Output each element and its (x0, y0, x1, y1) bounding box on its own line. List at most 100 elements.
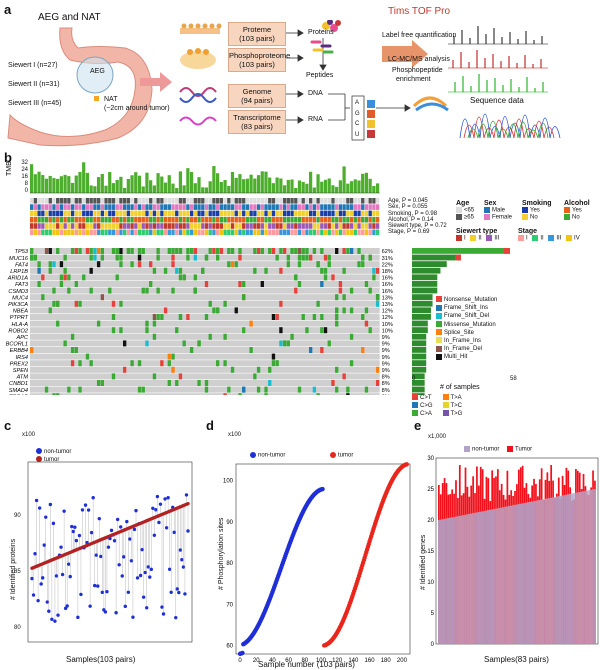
nontumor-bar (576, 492, 579, 644)
mutation-cell (361, 254, 365, 261)
mutation-cell (152, 267, 157, 274)
gene-label: LRP1B (10, 269, 28, 275)
clinical-cell (160, 223, 164, 229)
clinical-cell (96, 198, 101, 204)
clinical-cell (160, 216, 164, 223)
nontumor-bar (458, 515, 461, 644)
legend-stage: Stage I II III IV (518, 228, 580, 242)
clinical-cell (178, 229, 183, 236)
clinical-cell (30, 229, 34, 236)
tmb-bar (163, 182, 168, 193)
clinical-cell (41, 223, 45, 229)
tmb-bar (216, 173, 220, 193)
clinical-cell (134, 210, 138, 217)
clinical-cell (256, 216, 261, 223)
clinical-cell (115, 229, 119, 236)
samples-axis-max: 58 (510, 376, 517, 382)
mutation-cell (368, 254, 372, 261)
gene-pct: 31% (382, 256, 393, 262)
clinical-cell (189, 223, 194, 229)
mutation-cell (70, 248, 75, 254)
nontumor-point (178, 548, 183, 552)
clinical-cell (275, 204, 279, 210)
clinical-cell (312, 216, 317, 223)
clinical-stage: Stage, P = 0.69 (388, 229, 430, 236)
tmb-bar (63, 174, 67, 193)
clinical-cell (201, 198, 205, 204)
mutation-cell (368, 287, 372, 294)
nontumor-point (145, 606, 149, 610)
clinical-cell (249, 198, 253, 204)
clinical-cell (335, 216, 339, 223)
clinical-cell (145, 216, 149, 223)
clinical-cell (327, 223, 331, 229)
nontumor-point (71, 529, 75, 534)
clinical-cell (361, 223, 365, 229)
clinical-cell (342, 198, 346, 204)
legend-smoking: Smoking Yes No (522, 200, 552, 221)
mutation-cell (216, 307, 220, 314)
tmb-bar (275, 177, 279, 193)
mutation-cell (89, 267, 93, 274)
nontumor-bar (588, 490, 591, 644)
panel-a-illustration (7, 20, 561, 147)
clinical-cell (145, 204, 149, 210)
phospho-blob (180, 51, 216, 69)
clinical-cell (197, 229, 201, 236)
clinical-cell (93, 210, 97, 217)
clinical-cell (268, 223, 272, 229)
mutation-cell (52, 300, 56, 307)
clinical-cell (242, 204, 246, 210)
clinical-cell (63, 210, 67, 217)
gene-label: CSMD3 (8, 289, 28, 295)
gene-row (30, 248, 380, 254)
gene-count-bar (412, 333, 427, 340)
gene-row (30, 261, 380, 268)
clinical-cell (335, 223, 339, 229)
clinical-cell (149, 198, 153, 204)
nontumor-point (181, 565, 186, 569)
clinical-cell (93, 229, 97, 236)
mutation-cell (96, 261, 101, 268)
mutation-cell (323, 267, 328, 274)
mutation-cell (178, 373, 183, 380)
clinical-cell (134, 223, 138, 229)
mutation-cell (286, 340, 290, 347)
clinical-cell (260, 204, 264, 210)
clinical-cell (115, 216, 119, 223)
clinical-cell (268, 204, 272, 210)
nontumor-point (80, 508, 85, 512)
clinical-cell (130, 198, 134, 204)
clinical-cell (327, 198, 331, 204)
gene-row (30, 294, 380, 301)
clinical-cell (89, 204, 93, 210)
nontumor-bar (500, 507, 503, 644)
clinical-cell (335, 198, 339, 204)
mutation-cell (89, 254, 93, 261)
nontumor-bar (474, 512, 476, 644)
output-proteins: Proteins (308, 29, 334, 36)
clinical-cell (85, 223, 90, 229)
clinical-cell (279, 229, 283, 236)
gene-label: CNBD1 (9, 381, 28, 387)
chart-e-ytick: 5 (431, 611, 435, 617)
mutation-cell (294, 274, 298, 281)
clinical-cell (175, 210, 179, 217)
mutation-cell (301, 314, 305, 320)
chart-c (27, 461, 193, 643)
clinical-cell (74, 210, 78, 217)
chart-c-frame (27, 461, 193, 643)
tmb-bar (30, 164, 34, 193)
clinical-cell (297, 216, 302, 223)
nontumor-bar (594, 489, 596, 644)
clinical-cell (37, 223, 41, 229)
clinical-cell (271, 223, 276, 229)
clinical-cell (305, 229, 309, 236)
clinical-cell (108, 204, 112, 210)
clinical-cell (126, 216, 131, 223)
clinical-cell (70, 204, 75, 210)
stomach-image (7, 27, 153, 147)
nontumor-bar (557, 496, 560, 644)
tmb-bar (271, 183, 276, 193)
clinical-cell (290, 223, 294, 229)
